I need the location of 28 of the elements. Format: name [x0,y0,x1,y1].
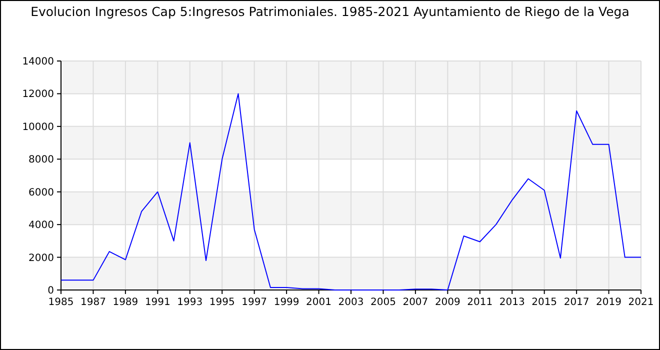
x-tick-label: 2005 [370,297,396,308]
x-tick-label: 2017 [564,297,590,308]
y-tick-label: 14000 [22,56,54,68]
x-tick-label: 2015 [532,297,558,308]
x-tick-label: 2001 [306,297,332,308]
x-tick-label: 1995 [209,297,235,308]
x-tick-label: 1997 [242,297,268,308]
x-tick-label: 1989 [112,297,138,308]
y-tick-label: 10000 [22,122,54,133]
x-tick-label: 1987 [80,297,106,308]
y-tick-label: 8000 [28,154,54,166]
x-tick-label: 2003 [338,297,364,308]
x-tick-label: 2007 [402,297,428,308]
y-tick-label: 2000 [28,252,54,264]
x-tick-label: 2021 [628,297,654,308]
x-tick-label: 2013 [499,297,525,308]
x-tick-label: 2011 [467,297,493,308]
x-tick-label: 2019 [596,297,622,308]
y-tick-label: 6000 [28,187,54,198]
x-tick-label: 1993 [177,297,203,308]
y-tick-label: 4000 [28,220,54,232]
x-tick-label: 1991 [144,297,170,308]
y-tick-label: 12000 [22,89,54,100]
y-tick-label: 0 [48,286,54,296]
x-tick-label: 1985 [48,297,74,308]
chart-title: Evolucion Ingresos Cap 5:Ingresos Patrimoniales. 1985-2021 Ayuntamiento de Riego de la Vega [30,4,630,19]
x-tick-label: 2009 [434,297,460,308]
x-tick-label: 1999 [274,297,300,308]
